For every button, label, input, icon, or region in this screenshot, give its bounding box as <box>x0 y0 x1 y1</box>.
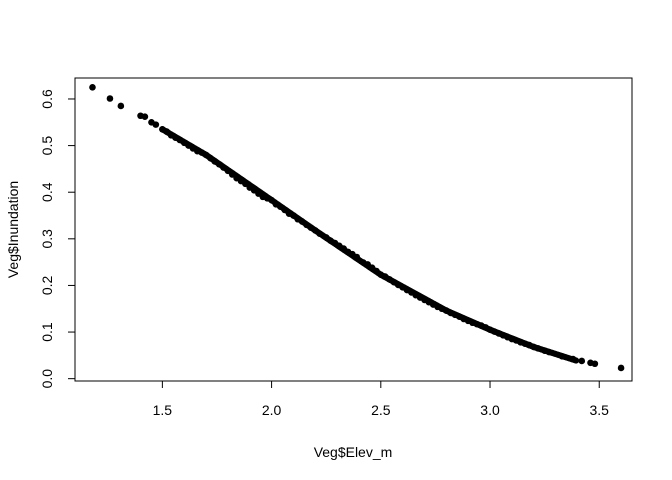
x-tick-label: 3.5 <box>590 402 610 418</box>
scatter-point <box>224 167 232 175</box>
scatter-point <box>242 180 249 188</box>
y-axis-title: Veg$Inundation <box>5 181 21 278</box>
scatter-point <box>316 230 323 237</box>
scatter-point <box>163 128 171 135</box>
scatter-point <box>591 360 599 368</box>
y-tick-label: 0.1 <box>39 322 55 342</box>
x-tick-label: 3.0 <box>480 402 500 418</box>
x-axis: 1.5 2.0 2.5 3.0 3.5 <box>153 380 610 418</box>
y-tick-label: 0.4 <box>39 182 55 202</box>
scatter-point <box>545 348 553 356</box>
y-tick-label: 0.0 <box>39 369 55 389</box>
scatter-point <box>290 212 297 219</box>
scatter-point <box>141 113 149 120</box>
x-tick-label: 2.0 <box>262 402 282 418</box>
y-tick-label: 0.3 <box>39 229 55 249</box>
scatter-point <box>373 267 380 275</box>
scatter-point <box>353 253 361 261</box>
scatter-point <box>578 357 586 365</box>
data-points <box>89 84 625 372</box>
scatter-point <box>106 95 114 102</box>
y-tick-label: 0.6 <box>39 89 55 109</box>
scatter-point <box>152 121 160 128</box>
x-tick-label: 2.5 <box>371 402 391 418</box>
scatter-point <box>89 84 96 91</box>
y-tick-label: 0.2 <box>39 275 55 295</box>
y-tick-label: 0.5 <box>39 136 55 156</box>
scatter-point <box>281 206 288 214</box>
scatter-point <box>534 345 542 352</box>
scatter-point <box>268 196 275 204</box>
x-tick-label: 1.5 <box>153 402 173 418</box>
scatter-point <box>228 171 236 178</box>
scatter-point <box>617 364 625 372</box>
y-axis: 0.0 0.1 0.2 0.3 0.4 0.5 0.6 <box>39 89 76 389</box>
scatter-point <box>569 355 577 363</box>
scatter-point <box>558 352 566 360</box>
scatter-point <box>117 102 125 110</box>
x-axis-title: Veg$Elev_m <box>314 444 393 460</box>
